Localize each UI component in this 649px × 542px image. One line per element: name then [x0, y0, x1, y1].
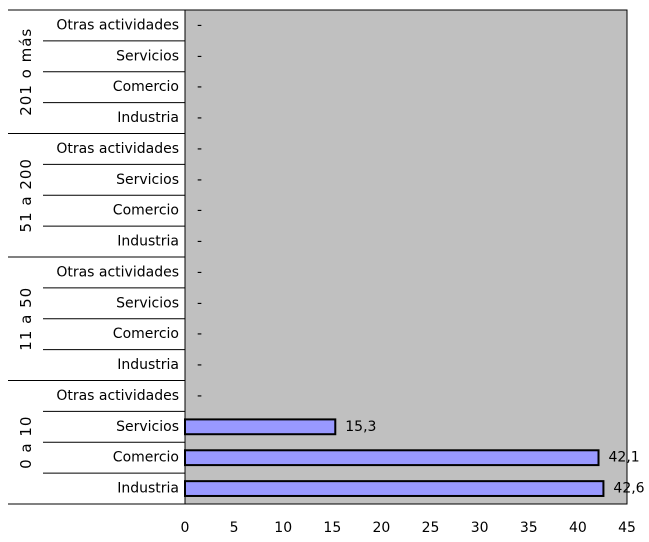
data-label: - — [197, 141, 202, 157]
category-axis: 0 a 10 Industria Comercio Servicios Otras ac… — [8, 9, 186, 505]
data-labels: 42,6 42,1 15,3 - - - - - - - - - - - - - — [197, 17, 645, 496]
group-label: 51 a 200 — [17, 158, 35, 232]
x-tick-label: 15 — [323, 520, 341, 536]
category-label: Otras actividades — [56, 141, 179, 157]
x-tick-label: 10 — [274, 520, 292, 536]
category-label: Comercio — [113, 79, 179, 95]
data-label: - — [197, 326, 202, 342]
category-label: Comercio — [113, 203, 179, 219]
x-tick-label: 45 — [618, 520, 636, 536]
data-label: - — [197, 234, 202, 250]
data-label: 42,6 — [613, 481, 644, 497]
bar-series — [184, 418, 605, 497]
x-tick-label: 35 — [520, 520, 538, 536]
bar — [184, 418, 337, 436]
x-tick-label: 30 — [471, 520, 489, 536]
data-label: 42,1 — [609, 450, 640, 466]
x-tick-label: 40 — [569, 520, 587, 536]
data-label: - — [197, 388, 202, 404]
category-label: Servicios — [116, 48, 179, 64]
category-label: Industria — [117, 357, 179, 373]
bar — [184, 480, 605, 497]
group-label: 0 a 10 — [17, 416, 35, 469]
category-label: Industria — [117, 234, 179, 250]
data-label: - — [197, 203, 202, 219]
data-label: - — [197, 110, 202, 126]
category-label: Servicios — [116, 172, 179, 188]
data-label: - — [197, 17, 202, 33]
category-label: Servicios — [116, 295, 179, 311]
category-label: Industria — [117, 110, 179, 126]
data-label: - — [197, 264, 202, 280]
x-tick-label: 0 — [181, 520, 190, 536]
value-axis-ticks: 0 5 10 15 20 25 30 35 40 45 — [181, 520, 636, 536]
bar — [184, 449, 600, 467]
data-label: - — [197, 172, 202, 188]
data-label: - — [197, 48, 202, 64]
x-tick-label: 5 — [230, 520, 239, 536]
data-label: - — [197, 357, 202, 373]
category-label: Otras actividades — [56, 17, 179, 33]
group-label: 201 o más — [17, 28, 35, 116]
category-label: Comercio — [113, 326, 179, 342]
category-label: Industria — [117, 481, 179, 497]
data-label: 15,3 — [345, 419, 376, 435]
category-label: Comercio — [113, 450, 179, 466]
data-label: - — [197, 79, 202, 95]
category-label: Otras actividades — [56, 388, 179, 404]
group-label: 11 a 50 — [17, 287, 35, 351]
category-label: Otras actividades — [56, 264, 179, 280]
category-label: Servicios — [116, 419, 179, 435]
x-tick-label: 25 — [422, 520, 440, 536]
x-tick-label: 20 — [373, 520, 391, 536]
data-label: - — [197, 295, 202, 311]
